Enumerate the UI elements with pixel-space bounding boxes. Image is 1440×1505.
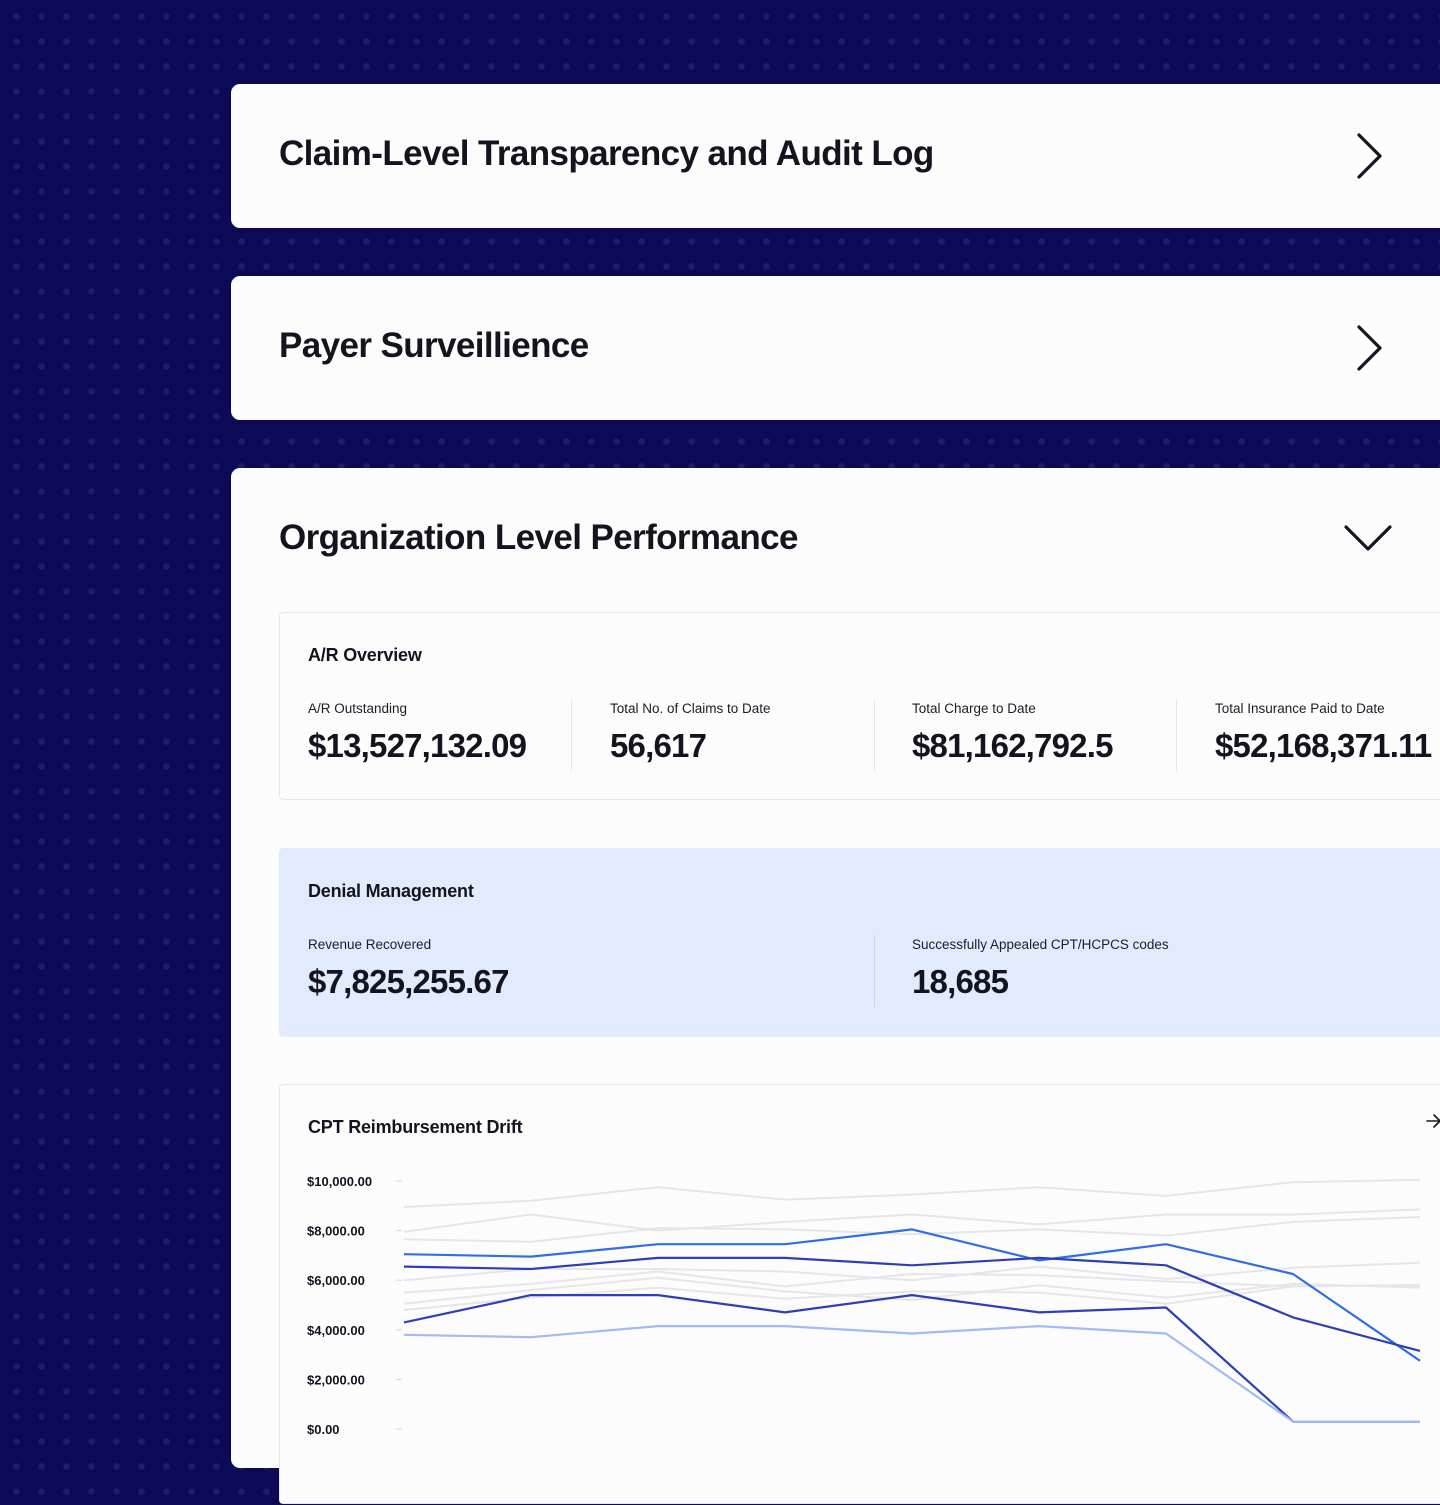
section-title: Claim-Level Transparency and Audit Log (279, 134, 934, 173)
stat-label: Successfully Appealed CPT/HCPCS codes (912, 937, 1169, 952)
stat-value: $81,162,792.5 (912, 727, 1113, 764)
payer-surveillance-section[interactable]: Payer Surveillience (231, 276, 1440, 420)
claim-log-section[interactable]: Claim-Level Transparency and Audit Log (231, 84, 1440, 228)
stat-value: $13,527,132.09 (308, 727, 527, 764)
series-line-2 (403, 1208, 1421, 1233)
arrow-right-icon[interactable] (1424, 1113, 1440, 1129)
chevron-right-icon[interactable] (1349, 132, 1389, 182)
y-tick-label: $6,000.00 (307, 1273, 365, 1288)
stat-value: 18,685 (912, 963, 1009, 1000)
stat-label: Total No. of Claims to Date (610, 701, 771, 716)
stat-label: Revenue Recovered (308, 937, 432, 952)
series-line-6 (403, 1276, 1421, 1305)
stat-label: Total Charge to Date (912, 701, 1036, 716)
cpt-drift-panel: CPT Reimbursement Drift $10,000.00 $8,000… (279, 1084, 1440, 1504)
divider (874, 699, 875, 771)
divider (1176, 699, 1177, 771)
panel-title: A/R Overview (308, 645, 422, 665)
series-line-5 (403, 1270, 1421, 1294)
org-performance-section: Organization Level Performance A/R Overv… (231, 468, 1440, 1504)
chevron-down-icon[interactable] (1341, 518, 1397, 558)
stat-value: $7,825,255.67 (308, 963, 509, 1000)
section-title: Organization Level Performance (279, 518, 798, 557)
series-line-10 (403, 1294, 1420, 1423)
ar-overview-panel: A/R Overview A/R Outstanding $13,527,132… (279, 612, 1440, 800)
series-line-11 (403, 1325, 1420, 1423)
stat-label: Total Insurance Paid to Date (1215, 701, 1385, 716)
series-line-4 (403, 1261, 1421, 1282)
series-line-1 (403, 1178, 1421, 1208)
y-tick-label: $4,000.00 (307, 1323, 365, 1338)
stat-value: 56,617 (610, 727, 707, 764)
series-line-3 (403, 1216, 1421, 1243)
series-line-9 (403, 1256, 1421, 1352)
chevron-right-icon[interactable] (1349, 324, 1389, 374)
divider (874, 935, 875, 1007)
drift-chart: $10,000.00 $8,000.00 $6,000.00 $4,000.00 $2,… (307, 1174, 1421, 1437)
panel-title: CPT Reimbursement Drift (308, 1117, 523, 1137)
stat-value: $52,168,371.11 (1215, 727, 1432, 764)
series-line-8 (403, 1228, 1421, 1362)
panel-title: Denial Management (308, 881, 474, 901)
y-tick-label: $10,000.00 (307, 1174, 372, 1189)
y-tick-label: $0.00 (307, 1422, 340, 1437)
y-tick-label: $8,000.00 (307, 1224, 365, 1239)
y-tick-label: $2,000.00 (307, 1372, 365, 1387)
divider (571, 699, 572, 771)
stat-label: A/R Outstanding (308, 701, 408, 716)
denial-management-panel: Denial Management Revenue Recovered $7,8… (279, 848, 1440, 1037)
section-title: Payer Surveillience (279, 326, 589, 365)
